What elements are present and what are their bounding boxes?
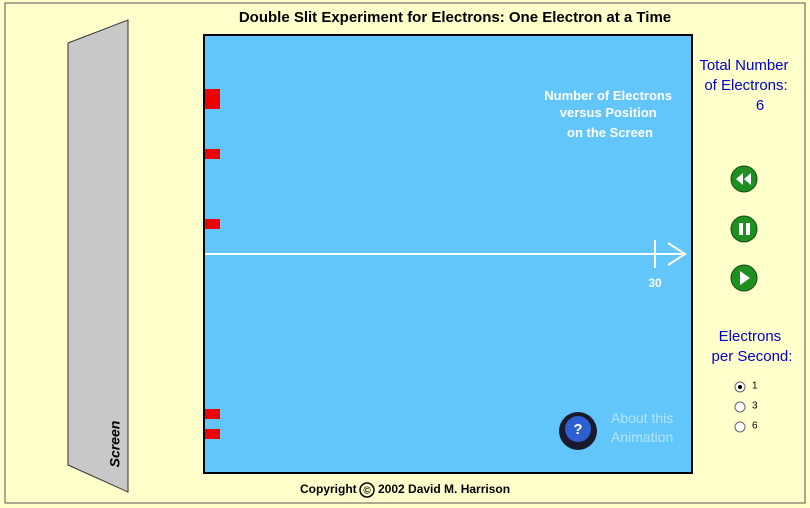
copyright-text: 2002 David M. Harrison	[378, 482, 510, 496]
histogram-bar	[205, 219, 220, 229]
counter-label: Total Number of Electrons:	[699, 57, 792, 94]
histogram-bar	[205, 409, 220, 419]
rate-line: per Second:	[712, 348, 793, 365]
axis-arrow	[667, 242, 687, 266]
title: Double Slit Experiment for Electrons: On…	[239, 9, 671, 26]
pause-button[interactable]	[730, 215, 758, 243]
about-text[interactable]: About this Animation	[611, 410, 677, 445]
button-glyph[interactable]	[740, 271, 750, 285]
rate-options: 1 3 6	[734, 381, 758, 433]
button-glyph[interactable]	[746, 223, 750, 235]
copyright-circle	[359, 482, 375, 498]
radio-selected[interactable]	[738, 385, 742, 389]
rewind-button[interactable]	[730, 165, 758, 193]
histogram-bar	[205, 429, 220, 439]
radio-label[interactable]: 1	[752, 381, 758, 392]
about-button[interactable]: ? About this Animation	[559, 410, 677, 450]
counter-line: of Electrons:	[704, 77, 787, 94]
about-icon[interactable]	[565, 416, 591, 442]
x-tick-label: 30	[648, 276, 662, 290]
rate-line: Electrons	[719, 328, 782, 345]
radio-label[interactable]: 3	[752, 401, 758, 412]
copyright-symbol: ©	[363, 486, 371, 497]
histogram-bar	[205, 89, 220, 99]
histogram-bar	[205, 99, 220, 109]
histogram: 30	[205, 89, 662, 439]
label-line: Number of Electrons	[544, 88, 672, 103]
counter-value: 6	[756, 97, 764, 114]
screen-label: Screen	[107, 421, 123, 468]
radio-label[interactable]: 6	[752, 421, 758, 432]
rate-label: Electrons per Second:	[712, 328, 793, 365]
counter-line: Total Number	[699, 57, 788, 74]
button-glyph[interactable]	[739, 223, 743, 235]
button-glyph[interactable]	[736, 173, 743, 185]
about-line[interactable]: Animation	[611, 429, 673, 445]
screen	[67, 19, 129, 493]
radio-button[interactable]	[734, 421, 746, 433]
radio-button[interactable]	[734, 401, 746, 413]
play-button[interactable]	[730, 264, 758, 292]
about-line[interactable]: About this	[611, 410, 673, 426]
histogram-label: Number of Electrons versus Position on t…	[544, 88, 675, 140]
label-line: on the Screen	[567, 125, 653, 140]
copyright-prefix: Copyright	[300, 482, 357, 496]
histogram-bar	[205, 149, 220, 159]
button-face[interactable]	[730, 215, 758, 243]
button-glyph[interactable]	[744, 173, 751, 185]
about-icon-glyph[interactable]: ?	[573, 421, 582, 438]
label-line: versus Position	[560, 105, 657, 120]
